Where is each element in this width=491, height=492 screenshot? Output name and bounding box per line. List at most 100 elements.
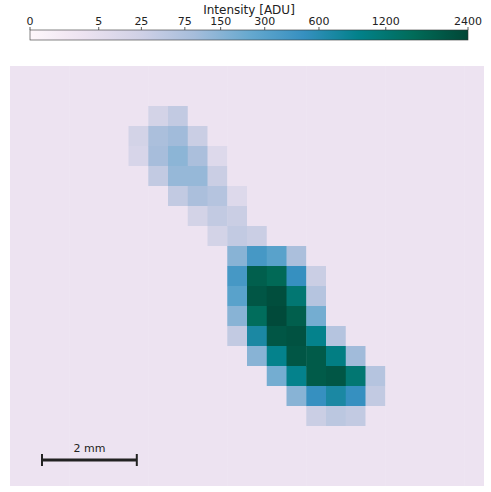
cell (148, 406, 168, 427)
cell (405, 86, 425, 107)
cell (306, 66, 326, 87)
cell (326, 306, 346, 327)
cell (188, 206, 208, 227)
colorbar-tick-label: 150 (210, 15, 231, 28)
cell (464, 306, 484, 327)
cell (326, 466, 346, 486)
cell (69, 226, 89, 247)
scale-bar-label: 2 mm (73, 442, 105, 455)
cell (247, 426, 267, 447)
cell (287, 346, 307, 367)
cell (168, 226, 188, 247)
cell (30, 386, 50, 407)
cell (306, 226, 326, 247)
cell (148, 66, 168, 87)
cell (247, 306, 267, 327)
cell (346, 66, 366, 87)
cell (306, 386, 326, 407)
cell (464, 186, 484, 207)
cell (69, 166, 89, 187)
cell (10, 466, 30, 486)
cell (10, 86, 30, 107)
cell (109, 326, 129, 347)
cell (30, 226, 50, 247)
cell (208, 166, 228, 187)
cell (287, 386, 307, 407)
cell (109, 286, 129, 307)
cell (425, 446, 445, 467)
cell (445, 326, 465, 347)
cell (464, 366, 484, 387)
cell (69, 306, 89, 327)
cell (267, 406, 287, 427)
cell (405, 186, 425, 207)
cell (366, 306, 386, 327)
cell (129, 386, 149, 407)
cell (168, 466, 188, 486)
cell (306, 286, 326, 307)
cell (425, 386, 445, 407)
cell (50, 286, 70, 307)
cell (464, 326, 484, 347)
cell (168, 166, 188, 187)
cell (208, 286, 228, 307)
cell (109, 346, 129, 367)
cell (30, 446, 50, 467)
cell (306, 446, 326, 467)
cell (109, 406, 129, 427)
cell (326, 286, 346, 307)
cell (30, 326, 50, 347)
cell (385, 86, 405, 107)
cell (10, 346, 30, 367)
cell (129, 446, 149, 467)
cell (69, 406, 89, 427)
cell (326, 106, 346, 127)
cell (227, 466, 247, 486)
colorbar (30, 30, 468, 40)
scale-bar (42, 459, 137, 462)
cell (69, 126, 89, 147)
cell (346, 326, 366, 347)
cell (267, 186, 287, 207)
cell (405, 146, 425, 167)
cell (10, 246, 30, 267)
cell (385, 366, 405, 387)
cell (109, 86, 129, 107)
cell (445, 266, 465, 287)
cell (366, 286, 386, 307)
cell (247, 226, 267, 247)
cell (445, 86, 465, 107)
cell (306, 126, 326, 147)
cell (188, 266, 208, 287)
cell (148, 186, 168, 207)
cell (405, 66, 425, 87)
cell (89, 306, 109, 327)
cell (188, 466, 208, 486)
cell (208, 326, 228, 347)
cell (208, 266, 228, 287)
cell (405, 406, 425, 427)
cell (227, 226, 247, 247)
cell (445, 386, 465, 407)
cell (306, 326, 326, 347)
cell (10, 106, 30, 127)
cell (366, 66, 386, 87)
cell (385, 226, 405, 247)
cell (464, 226, 484, 247)
cell (188, 86, 208, 107)
cell (168, 406, 188, 427)
cell (366, 346, 386, 367)
cell (129, 246, 149, 267)
cell (10, 406, 30, 427)
cell (346, 186, 366, 207)
cell (445, 286, 465, 307)
cell (129, 466, 149, 486)
cell (346, 406, 366, 427)
cell (326, 186, 346, 207)
cell (326, 326, 346, 347)
cell (464, 246, 484, 267)
cell (148, 226, 168, 247)
cell (326, 266, 346, 287)
cell (208, 226, 228, 247)
cell (50, 306, 70, 327)
